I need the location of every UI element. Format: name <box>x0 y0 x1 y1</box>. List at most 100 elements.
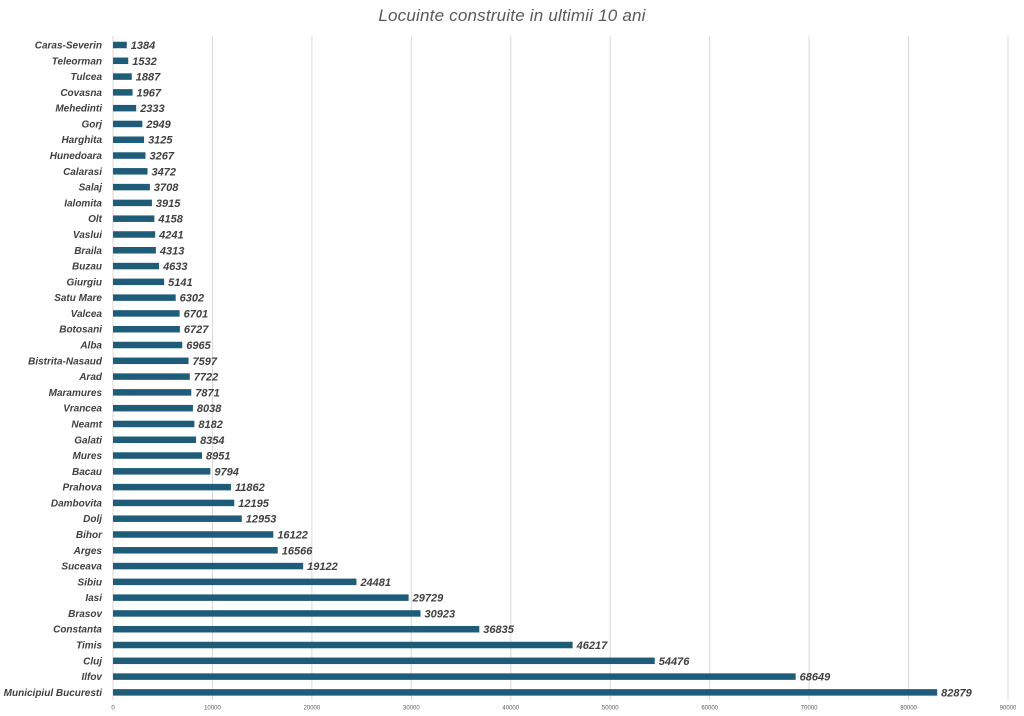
data-label: 7597 <box>193 356 218 368</box>
data-label: 19122 <box>307 561 338 573</box>
category-label: Ialomita <box>64 198 102 209</box>
chart-title: Locuinte construite in ultimii 10 ani <box>378 6 646 25</box>
bar <box>113 499 235 507</box>
bar <box>113 262 160 270</box>
bar <box>113 41 127 49</box>
category-label: Arges <box>73 546 103 557</box>
category-label: Dolj <box>83 514 102 525</box>
category-label: Hunedoara <box>50 151 103 162</box>
bar <box>113 594 409 601</box>
bar <box>113 325 180 333</box>
data-label: 11862 <box>235 482 265 494</box>
data-label: 4158 <box>157 214 183 226</box>
bar <box>113 483 231 491</box>
bar <box>113 547 278 554</box>
category-label: Caras-Severin <box>35 41 102 52</box>
data-label: 12953 <box>246 514 277 526</box>
x-tick-label: 30000 <box>403 705 420 711</box>
bar <box>113 420 195 428</box>
bar <box>113 452 203 459</box>
category-label: Alba <box>79 341 102 352</box>
category-label: Bistrita-Nasaud <box>28 356 103 367</box>
data-label: 82879 <box>941 687 972 699</box>
data-label: 2949 <box>145 119 171 131</box>
data-label: 29729 <box>412 593 444 605</box>
category-label: Neamt <box>71 419 102 430</box>
bar <box>113 404 193 412</box>
data-label: 1967 <box>137 87 162 99</box>
data-label: 4313 <box>159 245 184 257</box>
category-label: Brasov <box>68 609 103 620</box>
category-label: Suceava <box>61 562 102 573</box>
bar <box>113 231 156 238</box>
category-label: Teleorman <box>52 56 102 67</box>
data-label: 4633 <box>162 261 187 273</box>
bar <box>113 247 156 254</box>
bar <box>113 136 145 143</box>
x-tick-label: 50000 <box>602 705 619 711</box>
data-label: 1887 <box>136 72 161 84</box>
category-label: Maramures <box>49 388 103 399</box>
category-label: Galati <box>74 435 102 446</box>
data-label: 8354 <box>200 435 224 447</box>
bar <box>113 89 133 96</box>
data-label: 68649 <box>800 672 831 684</box>
x-tick-label: 0 <box>111 705 115 711</box>
bar <box>113 294 176 301</box>
data-label: 6302 <box>180 293 204 305</box>
bar <box>113 357 189 365</box>
bar <box>113 215 155 222</box>
category-label: Covasna <box>60 88 102 99</box>
category-label: Harghita <box>61 135 102 146</box>
category-label: Bihor <box>76 530 103 541</box>
bar <box>113 199 152 207</box>
data-label: 30923 <box>425 608 456 620</box>
data-label: 3915 <box>156 198 181 210</box>
bar <box>113 152 146 159</box>
bar <box>113 515 242 522</box>
data-label: 6727 <box>184 324 209 336</box>
data-label: 7722 <box>194 372 218 384</box>
bar <box>113 168 148 175</box>
bar <box>113 436 197 443</box>
data-label: 7871 <box>195 387 219 399</box>
bar <box>113 310 180 317</box>
category-label: Mehedinti <box>55 104 102 115</box>
data-label: 1532 <box>132 56 156 68</box>
data-label: 8951 <box>206 451 230 463</box>
data-label: 3125 <box>148 135 173 147</box>
x-tick-label: 40000 <box>502 705 519 711</box>
data-label: 46217 <box>576 640 608 652</box>
category-label: Olt <box>88 214 103 225</box>
x-tick-label: 10000 <box>204 705 221 711</box>
category-label: Ilfov <box>81 672 103 683</box>
category-label: Vrancea <box>63 404 102 415</box>
bar <box>113 468 211 475</box>
bar <box>113 373 190 380</box>
category-label: Buzau <box>72 262 102 273</box>
category-label: Botosani <box>59 325 102 336</box>
data-label: 3708 <box>154 182 179 194</box>
category-label: Satu Mare <box>54 293 102 304</box>
data-label: 8182 <box>198 419 222 431</box>
category-label: Prahova <box>63 483 103 494</box>
bar <box>113 183 150 191</box>
data-label: 3472 <box>152 166 176 178</box>
data-label: 5141 <box>168 277 192 289</box>
data-label: 16122 <box>277 529 308 541</box>
data-label: 24481 <box>359 577 391 589</box>
bar <box>113 673 796 680</box>
category-label: Iasi <box>85 593 102 604</box>
data-label: 6701 <box>184 308 208 320</box>
category-label: Cluj <box>83 656 102 667</box>
bar <box>113 625 480 633</box>
category-label: Tulcea <box>71 72 103 83</box>
x-tick-label: 70000 <box>801 705 818 711</box>
category-label: Giurgiu <box>66 277 102 288</box>
bar <box>113 120 143 128</box>
category-label: Mures <box>73 451 103 462</box>
bar <box>113 341 183 349</box>
category-label: Gorj <box>81 119 102 130</box>
category-label: Salaj <box>79 183 103 194</box>
data-label: 6965 <box>186 340 211 352</box>
